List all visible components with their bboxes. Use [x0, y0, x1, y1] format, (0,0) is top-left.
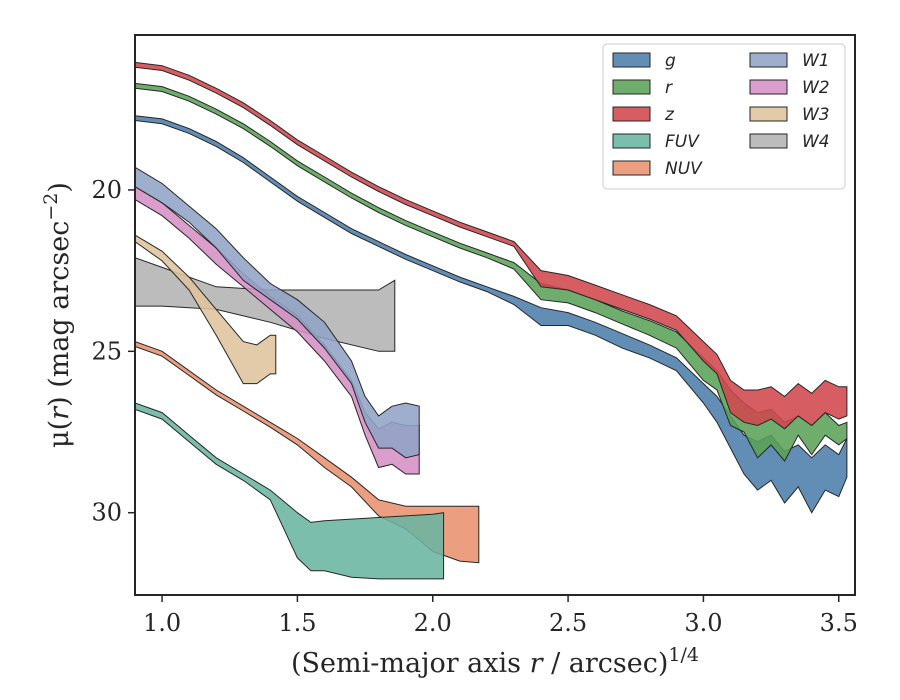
legend-swatch	[749, 106, 788, 122]
legend-item-r: r	[612, 78, 673, 98]
legend-label: z	[664, 105, 675, 125]
y-axis-label: μ(r) (mag arcsec−2)	[40, 182, 75, 448]
y-tick-label: 30	[91, 499, 122, 527]
legend-swatch	[612, 160, 651, 176]
legend-label: FUV	[665, 132, 700, 152]
legend-item-w4: W4	[749, 132, 830, 152]
plot-frame	[134, 34, 856, 596]
legend-item-g: g	[612, 51, 676, 71]
legend-swatch	[612, 133, 651, 149]
band-w3	[135, 234, 277, 385]
legend-label: W4	[802, 132, 830, 152]
band-w1	[135, 166, 420, 459]
band-fuv	[135, 402, 445, 580]
legend-label: r	[665, 78, 673, 98]
x-axis-ticks: 1.0 1.5 2.0 2.5 3.0 3.5	[143, 595, 858, 637]
legend-item-w2: W2	[749, 78, 830, 98]
legend-label: W2	[802, 78, 830, 98]
legend-label: W1	[802, 51, 830, 71]
x-tick-label: 3.0	[684, 609, 722, 637]
legend-item-fuv: FUV	[612, 132, 700, 152]
band-z	[135, 61, 848, 430]
y-tick-label: 25	[91, 337, 122, 365]
legend-label: g	[665, 51, 676, 71]
x-tick-label: 2.5	[549, 609, 587, 637]
legend-swatch	[612, 52, 651, 68]
x-tick-label: 1.5	[278, 609, 316, 637]
legend-label: NUV	[665, 159, 703, 179]
legend-label: W3	[802, 105, 830, 125]
y-axis-title: μ(r) (mag arcsec−2)	[40, 182, 75, 448]
legend-swatch	[749, 79, 788, 95]
y-axis-ticks: 20 25 30	[91, 176, 135, 527]
legend-item-w1: W1	[749, 51, 830, 71]
legend: grz FUV NUV W1 W2 W3 W4	[602, 43, 846, 190]
legend-swatch	[612, 106, 651, 122]
legend-item-w3: W3	[749, 105, 830, 125]
band-nuv	[135, 341, 480, 564]
legend-swatch	[749, 133, 788, 149]
legend-swatch	[749, 52, 788, 68]
x-axis-label: (Semi-major axis r / arcsec)1/4	[291, 644, 699, 679]
profile-bands	[135, 61, 848, 580]
x-axis-title: (Semi-major axis r / arcsec)1/4	[291, 644, 699, 679]
x-tick-label: 1.0	[143, 609, 181, 637]
legend-item-nuv: NUV	[612, 159, 703, 179]
band-g	[135, 115, 848, 514]
legend-item-z: z	[612, 105, 675, 125]
x-tick-label: 3.5	[820, 609, 858, 637]
legend-swatch	[612, 79, 651, 95]
band-r	[135, 82, 848, 462]
x-tick-label: 2.0	[414, 609, 452, 637]
y-tick-label: 20	[91, 176, 122, 204]
